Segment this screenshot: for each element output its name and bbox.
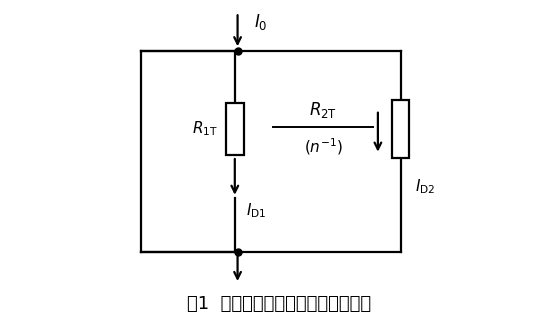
Bar bbox=[226, 103, 244, 154]
Text: $R_{\rm 1T}$: $R_{\rm 1T}$ bbox=[192, 120, 218, 138]
Text: $I_{\rm D2}$: $I_{\rm D2}$ bbox=[415, 177, 435, 196]
Text: $I_{\rm D1}$: $I_{\rm D1}$ bbox=[246, 201, 266, 219]
Bar bbox=[392, 100, 410, 158]
Text: $I_0$: $I_0$ bbox=[254, 12, 268, 32]
Text: $( n^{-1} )$: $( n^{-1} )$ bbox=[304, 136, 343, 157]
Text: 图1  单只器件分配不均时的等效电路: 图1 单只器件分配不均时的等效电路 bbox=[187, 295, 371, 313]
Text: $R_{\rm 2T}$: $R_{\rm 2T}$ bbox=[309, 100, 337, 120]
